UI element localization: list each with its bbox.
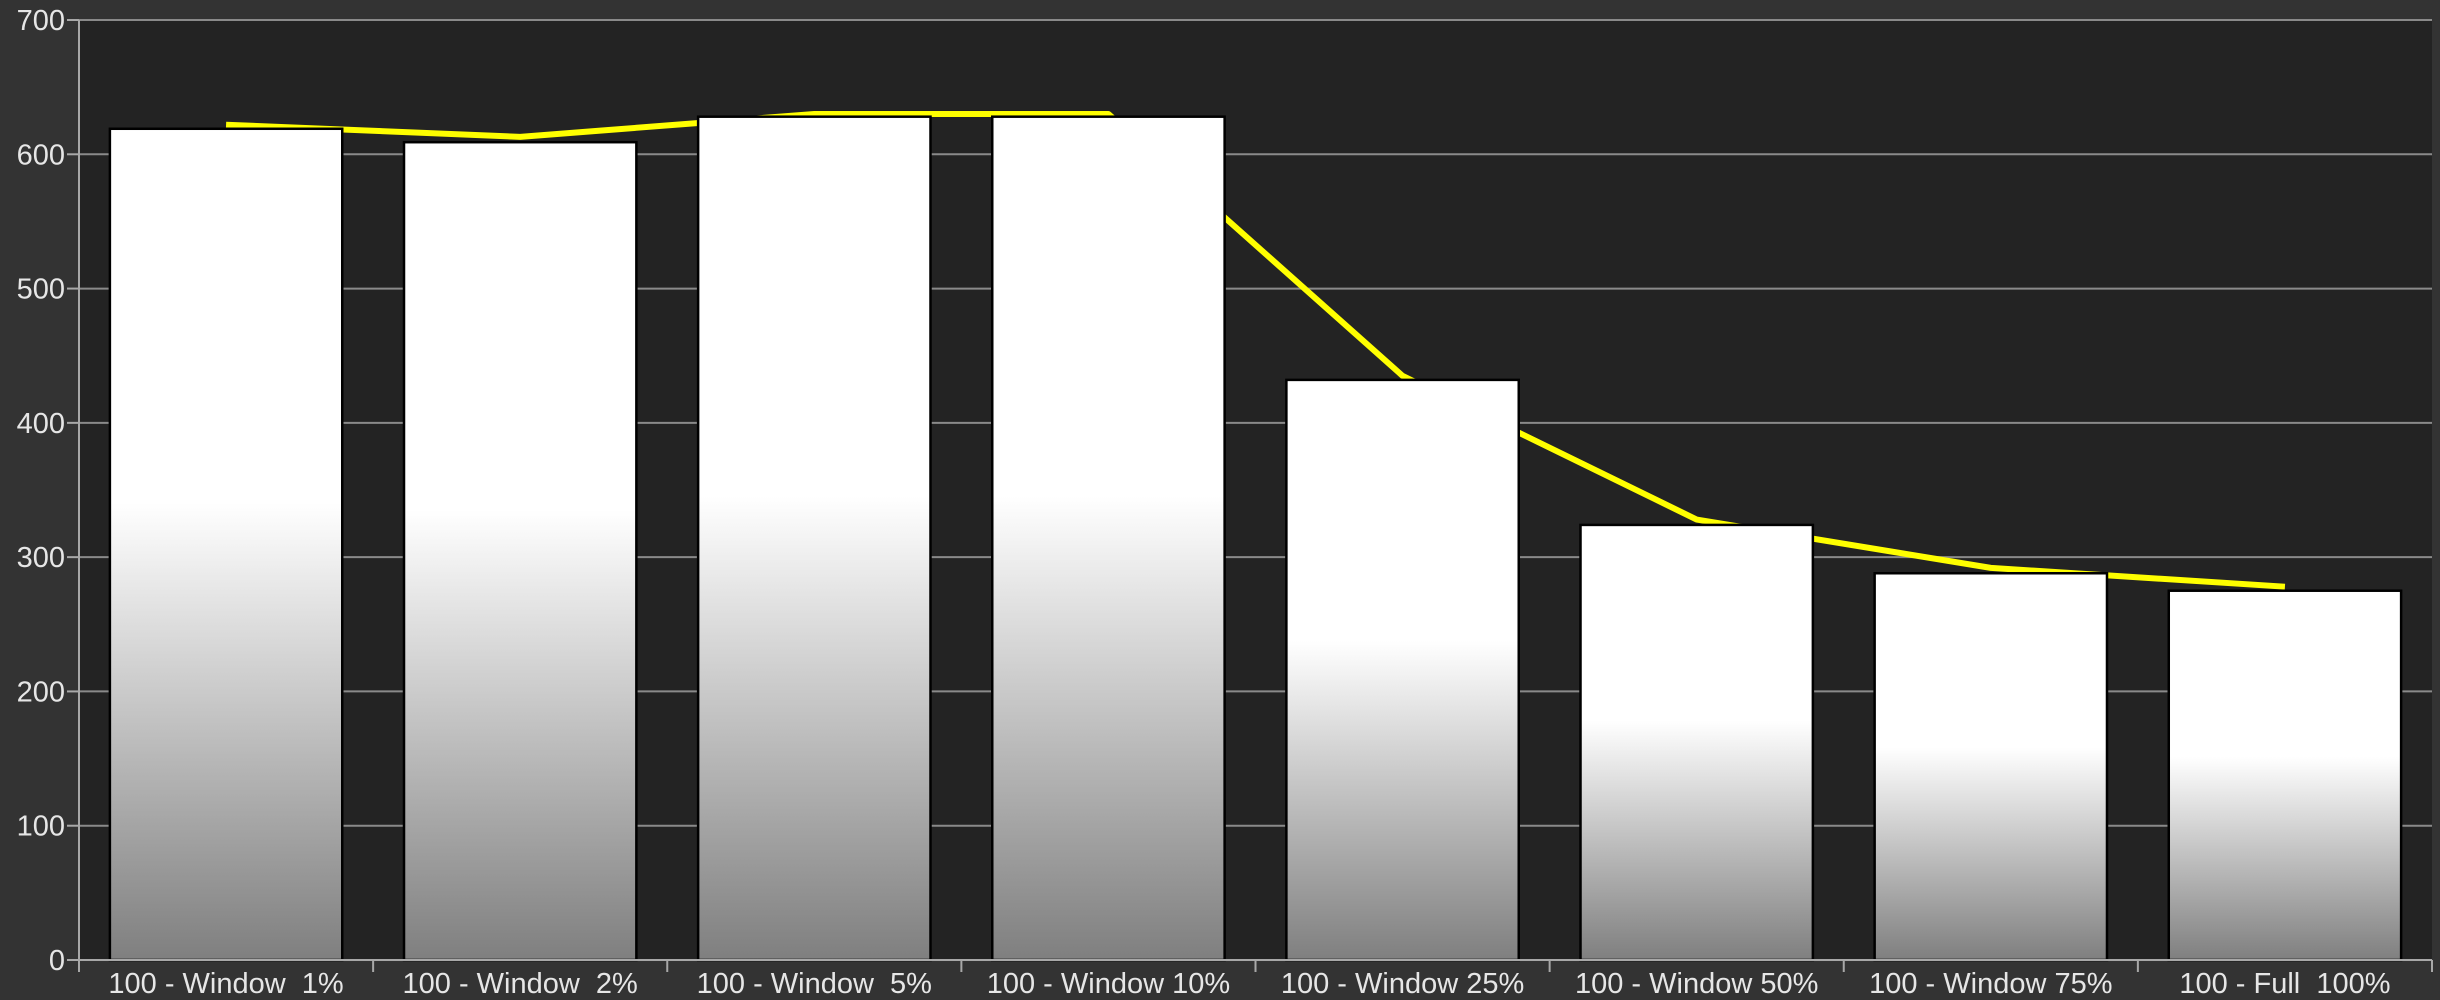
line-series <box>225 111 2286 590</box>
x-tick-label-8: 100 - Full 100% <box>2179 968 2390 1000</box>
y-tick-label-700: 700 <box>17 5 65 37</box>
x-tick-label-3: 100 - Window 5% <box>697 968 932 1000</box>
y-tick-label-500: 500 <box>17 274 65 306</box>
bar-3 <box>696 115 932 962</box>
x-tick-label-6: 100 - Window 50% <box>1575 968 1818 1000</box>
y-tick-label-400: 400 <box>17 408 65 440</box>
y-tick-label-200: 200 <box>17 676 65 708</box>
axes <box>67 19 2433 972</box>
bar-8 <box>2167 589 2403 962</box>
x-axis-ticks: 100 - Window 1% 100 - Window 2% 100 - Wind… <box>108 968 2390 1000</box>
x-tick-label-4: 100 - Window 10% <box>987 968 1230 1000</box>
y-axis-ticks: 0 100 200 300 400 500 600 700 <box>17 5 65 977</box>
bar-7 <box>1873 572 2109 962</box>
y-tick-label-600: 600 <box>17 139 65 171</box>
bar-2 <box>402 140 638 962</box>
line-series-path <box>225 111 2286 590</box>
y-tick-label-100: 100 <box>17 811 65 843</box>
bar-5 <box>1285 378 1520 962</box>
bar-4 <box>991 115 1226 962</box>
bar-6 <box>1579 523 1815 962</box>
y-tick-label-300: 300 <box>17 542 65 574</box>
x-tick-label-5: 100 - Window 25% <box>1281 968 1524 1000</box>
y-tick-label-0: 0 <box>49 945 65 977</box>
bar-series <box>108 115 2403 962</box>
x-tick-label-7: 100 - Window 75% <box>1869 968 2112 1000</box>
x-tick-label-2: 100 - Window 2% <box>403 968 638 1000</box>
bar-1 <box>108 127 344 962</box>
x-tick-label-1: 100 - Window 1% <box>108 968 343 1000</box>
